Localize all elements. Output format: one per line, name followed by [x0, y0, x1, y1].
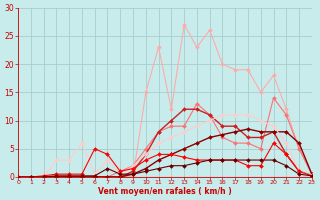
X-axis label: Vent moyen/en rafales ( km/h ): Vent moyen/en rafales ( km/h ) [98, 187, 232, 196]
